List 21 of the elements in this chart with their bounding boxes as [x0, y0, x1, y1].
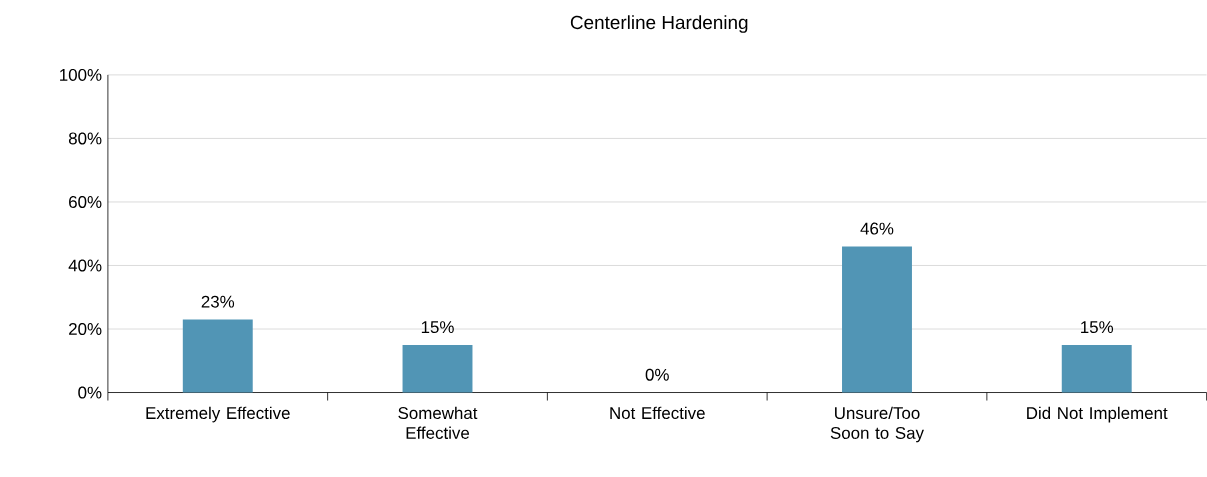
y-tick-label: 40%: [68, 259, 102, 272]
x-tick-label: Did Not Implement: [1027, 406, 1168, 423]
bar: [842, 246, 912, 393]
data-label: 0%: [645, 368, 669, 381]
x-tick-label: Extremely Effective: [146, 406, 290, 423]
x-tick-label: Unsure/Too Soon to Say: [830, 406, 924, 443]
y-tick-label: 100%: [60, 68, 102, 81]
data-label: 15%: [1081, 320, 1114, 333]
bar: [1061, 344, 1132, 393]
x-tick-label: Not Effective: [610, 406, 705, 419]
bar: [402, 344, 473, 393]
bar: [182, 319, 253, 393]
data-label: 46%: [860, 222, 894, 235]
y-tick-label: 80%: [68, 132, 102, 145]
data-label: 15%: [421, 320, 454, 333]
x-tick-label: Somewhat Effective: [398, 406, 478, 439]
y-tick-label: 20%: [69, 322, 102, 335]
y-tick-label: 60%: [69, 195, 102, 208]
data-label: 23%: [201, 295, 235, 308]
y-tick-label: 0%: [78, 386, 102, 399]
chart-title: Centerline Hardening: [570, 15, 748, 33]
